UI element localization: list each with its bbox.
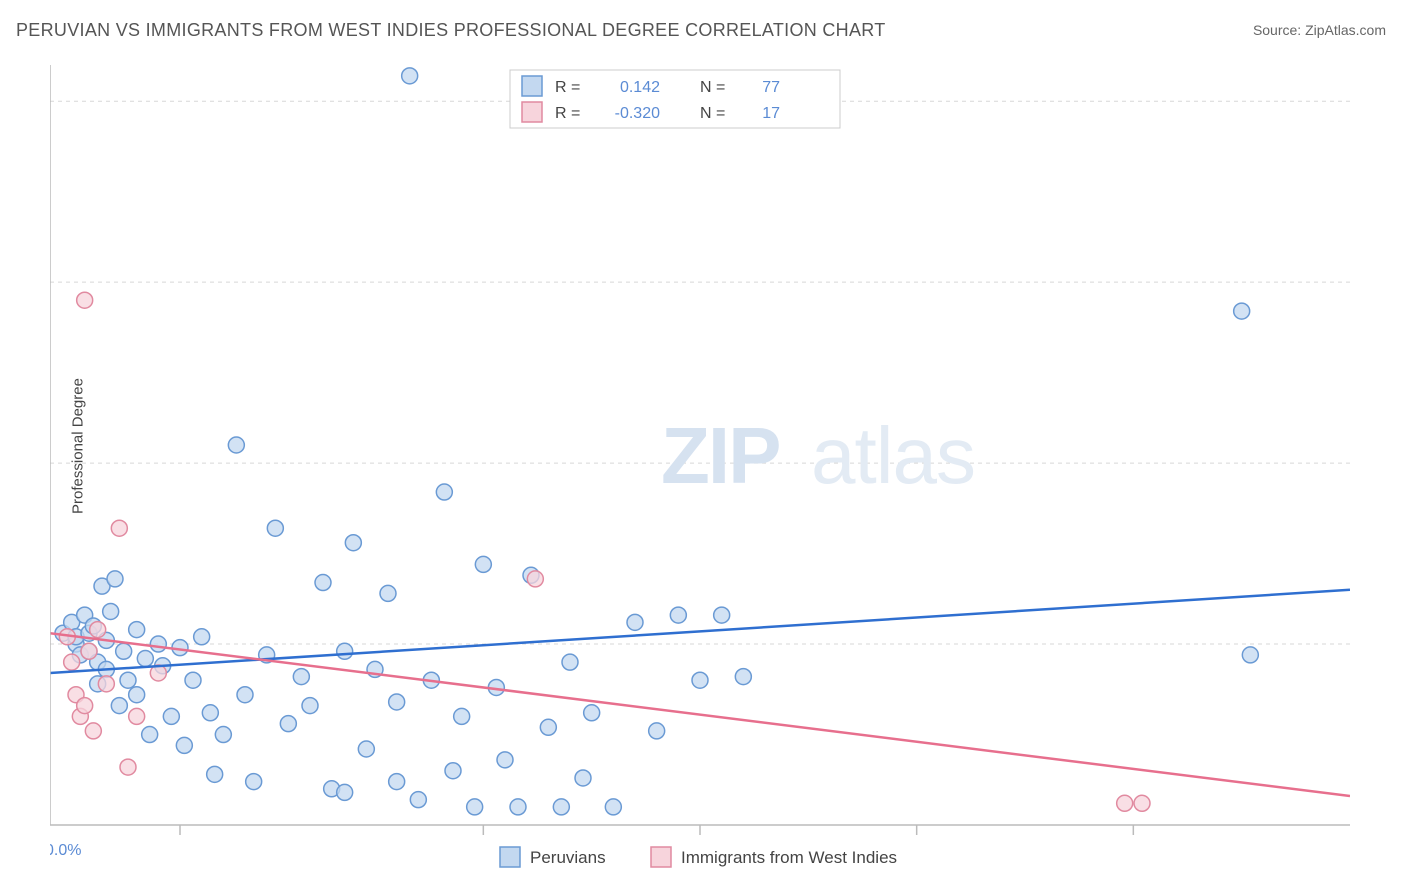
data-point (120, 759, 136, 775)
data-point (215, 727, 231, 743)
trend-line (50, 633, 1350, 796)
data-point (137, 651, 153, 667)
data-point (337, 784, 353, 800)
legend-r-value: 0.142 (620, 79, 660, 96)
data-point (129, 687, 145, 703)
data-point (207, 766, 223, 782)
data-point (315, 575, 331, 591)
data-point (649, 723, 665, 739)
legend-r-value: -0.320 (615, 105, 660, 122)
legend-swatch (522, 102, 542, 122)
data-point (111, 698, 127, 714)
data-point (77, 292, 93, 308)
legend-n-value: 17 (762, 105, 780, 122)
data-point (176, 737, 192, 753)
data-point (81, 643, 97, 659)
data-point (163, 708, 179, 724)
data-point (436, 484, 452, 500)
data-point (345, 535, 361, 551)
data-point (120, 672, 136, 688)
legend-r-label: R = (555, 105, 580, 122)
legend-swatch (651, 847, 671, 867)
data-point (185, 672, 201, 688)
data-point (246, 774, 262, 790)
data-point (714, 607, 730, 623)
legend-n-label: N = (700, 79, 725, 96)
legend-n-label: N = (700, 105, 725, 122)
legend-n-value: 77 (762, 79, 780, 96)
legend-swatch (522, 76, 542, 96)
data-point (584, 705, 600, 721)
chart-area: ZIPatlas5.0%10.0%15.0%20.0%0.0%30.0%R =0… (50, 65, 1350, 825)
data-point (540, 719, 556, 735)
chart-title: PERUVIAN VS IMMIGRANTS FROM WEST INDIES … (16, 20, 886, 41)
data-point (90, 622, 106, 638)
data-point (510, 799, 526, 815)
scatter-chart: ZIPatlas5.0%10.0%15.0%20.0%0.0%30.0%R =0… (50, 65, 1350, 875)
data-point (1242, 647, 1258, 663)
legend-r-label: R = (555, 79, 580, 96)
data-point (605, 799, 621, 815)
data-point (103, 603, 119, 619)
legend-series-label: Immigrants from West Indies (681, 848, 897, 867)
data-point (735, 669, 751, 685)
data-point (228, 437, 244, 453)
data-point (1234, 303, 1250, 319)
data-point (267, 520, 283, 536)
data-point (627, 614, 643, 630)
data-point (445, 763, 461, 779)
data-point (302, 698, 318, 714)
data-point (111, 520, 127, 536)
data-point (202, 705, 218, 721)
data-point (562, 654, 578, 670)
source-prefix: Source: (1253, 22, 1305, 38)
data-point (1117, 795, 1133, 811)
data-point (293, 669, 309, 685)
data-point (670, 607, 686, 623)
data-point (142, 727, 158, 743)
legend-swatch (500, 847, 520, 867)
data-point (1134, 795, 1150, 811)
data-point (116, 643, 132, 659)
data-point (475, 556, 491, 572)
data-point (454, 708, 470, 724)
data-point (280, 716, 296, 732)
data-point (380, 585, 396, 601)
data-point (237, 687, 253, 703)
data-point (358, 741, 374, 757)
data-point (575, 770, 591, 786)
data-point (129, 708, 145, 724)
legend-series-label: Peruvians (530, 848, 606, 867)
data-point (402, 68, 418, 84)
data-point (410, 792, 426, 808)
origin-label: 0.0% (50, 842, 81, 859)
data-point (467, 799, 483, 815)
data-point (194, 629, 210, 645)
data-point (150, 636, 166, 652)
data-point (107, 571, 123, 587)
watermark: ZIP (661, 411, 779, 500)
data-point (64, 654, 80, 670)
source-link[interactable]: ZipAtlas.com (1305, 22, 1386, 38)
data-point (692, 672, 708, 688)
data-point (98, 676, 114, 692)
data-point (85, 723, 101, 739)
source-attribution: Source: ZipAtlas.com (1253, 22, 1386, 38)
data-point (389, 774, 405, 790)
data-point (77, 698, 93, 714)
watermark: atlas (811, 411, 975, 500)
data-point (497, 752, 513, 768)
data-point (527, 571, 543, 587)
trend-line (50, 590, 1350, 673)
data-point (337, 643, 353, 659)
data-point (389, 694, 405, 710)
data-point (553, 799, 569, 815)
data-point (129, 622, 145, 638)
